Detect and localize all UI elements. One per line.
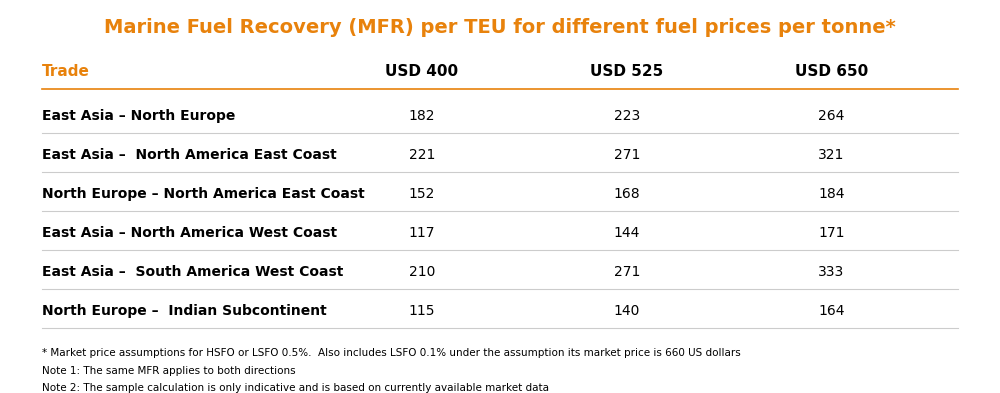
Text: 182: 182: [409, 109, 435, 123]
Text: East Asia –  North America East Coast: East Asia – North America East Coast: [42, 148, 337, 162]
Text: East Asia –  South America West Coast: East Asia – South America West Coast: [42, 265, 343, 279]
Text: 152: 152: [409, 187, 435, 201]
Text: 164: 164: [818, 304, 845, 318]
Text: Note 1: The same MFR applies to both directions: Note 1: The same MFR applies to both dir…: [42, 365, 295, 376]
Text: 271: 271: [614, 148, 640, 162]
Text: USD 650: USD 650: [795, 64, 868, 79]
Text: East Asia – North Europe: East Asia – North Europe: [42, 109, 235, 123]
Text: 144: 144: [614, 226, 640, 240]
Text: 223: 223: [614, 109, 640, 123]
Text: 140: 140: [614, 304, 640, 318]
Text: Trade: Trade: [42, 64, 90, 79]
Text: 221: 221: [409, 148, 435, 162]
Text: North Europe –  Indian Subcontinent: North Europe – Indian Subcontinent: [42, 304, 327, 318]
Text: USD 525: USD 525: [590, 64, 663, 79]
Text: 171: 171: [818, 226, 845, 240]
Text: East Asia – North America West Coast: East Asia – North America West Coast: [42, 226, 337, 240]
Text: 168: 168: [613, 187, 640, 201]
Text: 210: 210: [409, 265, 435, 279]
Text: Note 2: The sample calculation is only indicative and is based on currently avai: Note 2: The sample calculation is only i…: [42, 383, 549, 393]
Text: 184: 184: [818, 187, 845, 201]
Text: 115: 115: [409, 304, 435, 318]
Text: 333: 333: [818, 265, 845, 279]
Text: USD 400: USD 400: [385, 64, 459, 79]
Text: 321: 321: [818, 148, 845, 162]
Text: 117: 117: [409, 226, 435, 240]
Text: * Market price assumptions for HSFO or LSFO 0.5%.  Also includes LSFO 0.1% under: * Market price assumptions for HSFO or L…: [42, 348, 741, 358]
Text: North Europe – North America East Coast: North Europe – North America East Coast: [42, 187, 365, 201]
Text: Marine Fuel Recovery (MFR) per TEU for different fuel prices per tonne*: Marine Fuel Recovery (MFR) per TEU for d…: [104, 18, 896, 37]
Text: 271: 271: [614, 265, 640, 279]
Text: 264: 264: [818, 109, 845, 123]
